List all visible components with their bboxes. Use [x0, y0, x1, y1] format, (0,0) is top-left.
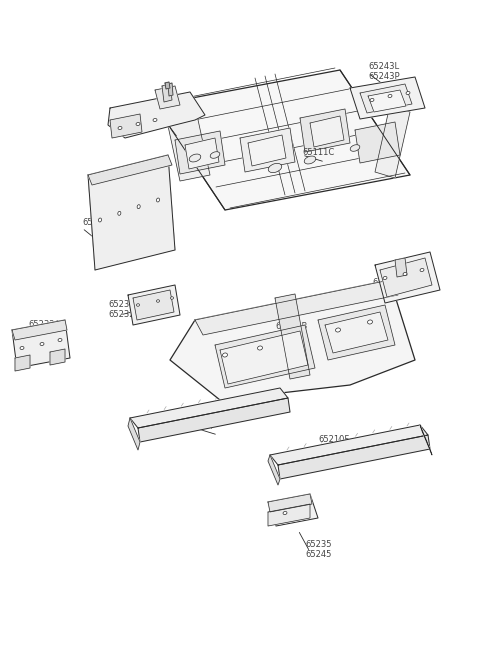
Polygon shape — [165, 106, 210, 181]
Text: 65232A: 65232A — [28, 320, 60, 329]
Polygon shape — [300, 109, 350, 152]
Polygon shape — [128, 418, 140, 450]
Polygon shape — [350, 77, 425, 119]
Ellipse shape — [189, 154, 201, 162]
Polygon shape — [162, 84, 172, 102]
Polygon shape — [175, 131, 225, 174]
Ellipse shape — [223, 353, 228, 357]
Ellipse shape — [98, 218, 102, 222]
Ellipse shape — [156, 300, 159, 302]
Ellipse shape — [137, 205, 140, 209]
Polygon shape — [375, 105, 410, 178]
Polygon shape — [15, 355, 30, 371]
Ellipse shape — [118, 127, 122, 129]
Polygon shape — [325, 312, 388, 353]
Polygon shape — [170, 280, 415, 400]
Ellipse shape — [156, 198, 159, 202]
Polygon shape — [128, 285, 180, 325]
Ellipse shape — [304, 156, 316, 164]
Polygon shape — [108, 92, 205, 138]
Polygon shape — [165, 82, 170, 89]
Polygon shape — [220, 331, 308, 384]
Polygon shape — [185, 138, 219, 169]
Polygon shape — [130, 388, 288, 428]
Ellipse shape — [268, 164, 282, 173]
Polygon shape — [248, 135, 286, 166]
Polygon shape — [138, 398, 290, 442]
Polygon shape — [268, 455, 280, 485]
Polygon shape — [88, 155, 175, 270]
Polygon shape — [12, 320, 67, 340]
Polygon shape — [268, 494, 318, 526]
Polygon shape — [268, 494, 312, 512]
Ellipse shape — [406, 91, 410, 95]
Ellipse shape — [383, 277, 387, 279]
Text: 65130B: 65130B — [275, 322, 307, 331]
Polygon shape — [368, 90, 406, 112]
Polygon shape — [395, 258, 407, 277]
Text: 65210F
65220B: 65210F 65220B — [318, 435, 350, 455]
Polygon shape — [318, 305, 395, 360]
Polygon shape — [310, 116, 344, 147]
Polygon shape — [278, 435, 430, 479]
Text: 65270
65280: 65270 65280 — [155, 95, 181, 114]
Text: 65210B
35220A: 65210B 35220A — [180, 412, 212, 432]
Ellipse shape — [258, 346, 263, 350]
Polygon shape — [375, 252, 440, 303]
Polygon shape — [88, 155, 172, 185]
Polygon shape — [155, 86, 180, 109]
Text: 65232L
65232R: 65232L 65232R — [108, 300, 140, 319]
Ellipse shape — [283, 511, 287, 514]
Polygon shape — [12, 320, 70, 368]
Ellipse shape — [118, 212, 121, 215]
Ellipse shape — [403, 273, 407, 275]
Ellipse shape — [350, 145, 360, 151]
Polygon shape — [240, 128, 295, 172]
Polygon shape — [215, 325, 315, 388]
Polygon shape — [50, 349, 65, 365]
Polygon shape — [355, 122, 400, 163]
Text: 65111C: 65111C — [302, 148, 334, 157]
Ellipse shape — [136, 122, 140, 125]
Ellipse shape — [420, 269, 424, 271]
Polygon shape — [155, 70, 410, 210]
Polygon shape — [268, 504, 310, 526]
Ellipse shape — [210, 152, 220, 158]
Ellipse shape — [170, 297, 173, 299]
Text: 65235
65245: 65235 65245 — [305, 540, 332, 559]
Ellipse shape — [40, 342, 44, 346]
Polygon shape — [133, 290, 174, 320]
Ellipse shape — [136, 304, 140, 306]
Polygon shape — [380, 258, 432, 297]
Ellipse shape — [368, 320, 372, 324]
Text: 65·5A: 65·5A — [372, 278, 396, 287]
Ellipse shape — [336, 328, 340, 332]
Ellipse shape — [153, 118, 157, 122]
Polygon shape — [110, 114, 142, 138]
Ellipse shape — [370, 99, 374, 102]
Polygon shape — [270, 425, 428, 465]
Polygon shape — [275, 294, 310, 379]
Ellipse shape — [20, 346, 24, 350]
Ellipse shape — [58, 338, 62, 342]
Polygon shape — [168, 83, 173, 96]
Polygon shape — [360, 84, 412, 113]
Polygon shape — [420, 425, 432, 455]
Text: 65150: 65150 — [82, 218, 108, 227]
Polygon shape — [195, 280, 398, 335]
Text: 65243L
65243P: 65243L 65243P — [368, 62, 400, 81]
Ellipse shape — [388, 95, 392, 97]
